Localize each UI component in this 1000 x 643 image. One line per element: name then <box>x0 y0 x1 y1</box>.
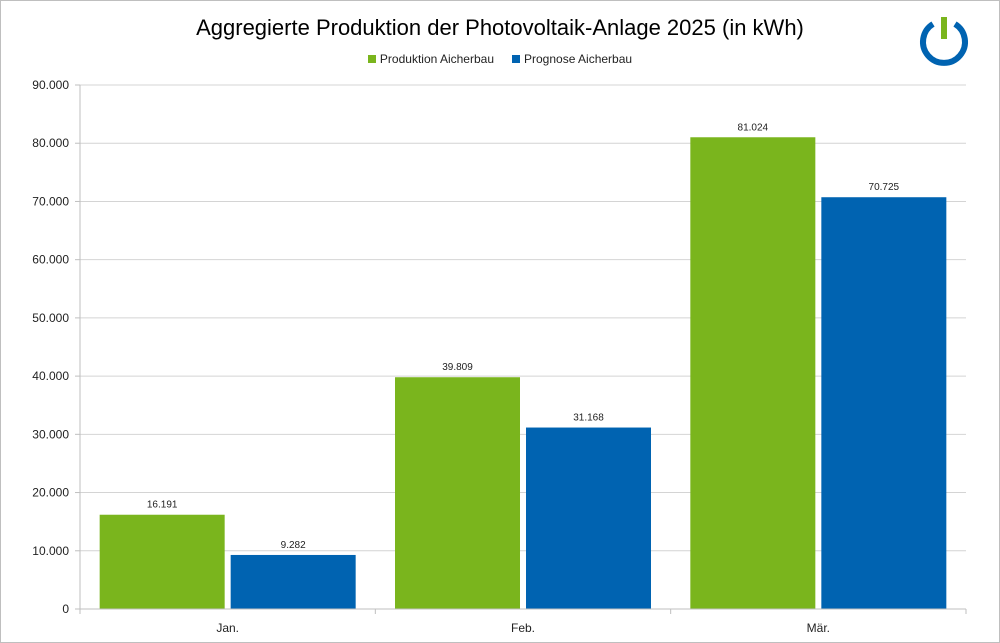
legend: Produktion Aicherbau Prognose Aicherbau <box>0 52 1000 66</box>
chart-title: Aggregierte Produktion der Photovoltaik-… <box>196 15 804 40</box>
power-logo-icon <box>920 17 968 66</box>
legend-label-produktion: Produktion Aicherbau <box>379 52 494 66</box>
legend-item-prognose: Prognose Aicherbau <box>512 52 632 66</box>
legend-swatch-prognose <box>512 55 520 63</box>
legend-label-prognose: Prognose Aicherbau <box>524 52 633 66</box>
legend-swatch-produktion <box>367 55 376 63</box>
legend-item-produktion: Produktion Aicherbau <box>367 52 494 66</box>
